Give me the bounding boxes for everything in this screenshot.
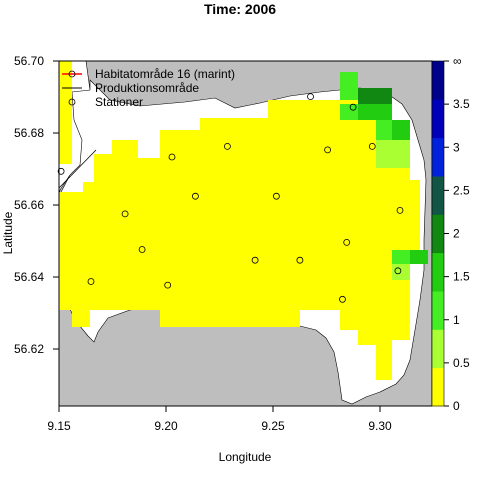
y-tick-label: 56.68 [14,126,44,140]
station-marker [339,295,346,303]
colorbar-tick-label: 3.5 [453,97,470,111]
colorbar-ticks: 0 0.5 1 1.5 2 2.5 3 3.5 ∞ [444,54,470,413]
y-tick-label: 56.62 [14,342,44,356]
colorbar: 0 0.5 1 1.5 2 2.5 3 3.5 ∞ [431,54,470,413]
colorbar-swatch [432,61,444,100]
x-tick-label: 9.30 [368,419,392,433]
colorbar-swatch [432,99,444,139]
heatmap-cell [358,104,392,120]
colorbar-tick-label: 3 [453,140,460,154]
colorbar-tick-label: 1 [453,313,460,327]
station-marker [368,142,376,150]
colorbar-swatch [432,137,444,177]
colorbar-tick-label: 0 [453,399,460,413]
legend-habitat-label: Habitatområde 16 (marint) [95,67,235,81]
station-marker [164,281,172,289]
heatmap-cells-yellow [59,61,420,380]
legend: Habitatområde 16 (marint) Produktionsomr… [62,67,235,109]
station-marker [349,103,357,111]
x-tick-label: 9.25 [261,419,285,433]
station-marker [87,278,95,285]
map-plot-area [57,60,433,407]
station-marker [251,256,259,264]
x-axis-label: Longitude [219,450,272,464]
station-marker [307,93,314,100]
station-marker [272,192,280,200]
station-marker [324,146,332,154]
legend-stations-label: Stationer [95,95,143,109]
colorbar-swatch [432,329,444,369]
colorbar-swatch [432,252,444,292]
station-marker [394,267,402,275]
y-tick-label: 56.64 [14,270,44,284]
colorbar-tick-label: ∞ [453,54,462,68]
x-tick-label: 9.15 [47,419,71,433]
station-marker [168,153,176,161]
colorbar-swatch [432,291,444,330]
y-axis-label: Latitude [1,211,15,254]
heatmap-cell [358,88,392,104]
colorbar-tick-label: 1.5 [453,270,470,284]
y-tick-label: 56.66 [14,198,44,212]
heatmap-cell [410,250,428,264]
colorbar-tick-label: 2 [453,227,460,241]
legend-production-label: Produktionsområde [95,81,199,95]
colorbar-swatch [432,367,444,407]
colorbar-swatch [432,214,444,254]
production-area-line [58,149,97,189]
colorbar-swatches [432,61,444,407]
colorbar-tick-label: 2.5 [453,183,470,197]
legend-stations-marker [68,98,76,106]
station-marker [191,192,199,200]
colorbar-tick-label: 0.5 [453,356,470,370]
y-tick-label: 56.70 [14,54,44,68]
station-marker [121,210,129,218]
x-tick-label: 9.20 [154,419,178,433]
station-marker [396,206,404,214]
station-marker [296,256,304,264]
chart-title: Time: 2006 [204,1,276,17]
colorbar-swatch [432,176,444,215]
x-axis: 9.15 9.20 9.25 9.30 Longitude [47,405,392,464]
heatmap-cell [376,140,410,168]
y-axis: 56.62 56.64 56.66 56.68 56.70 Latitude [1,54,60,356]
heatmap-cell [340,72,358,100]
station-marker [343,238,351,246]
station-marker [57,167,65,175]
station-marker [138,246,146,253]
stations-layer [57,93,404,303]
station-marker [223,142,231,150]
legend-habitat-marker [68,70,76,78]
